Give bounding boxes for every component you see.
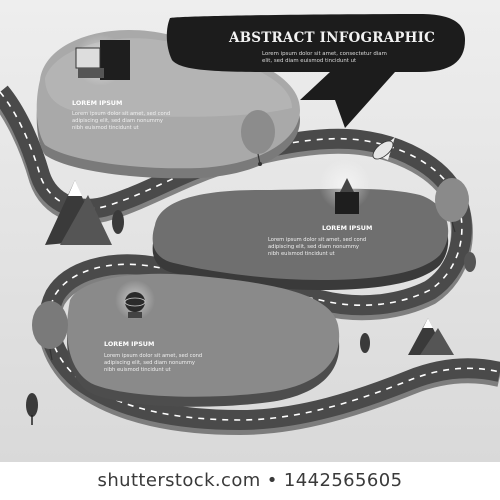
tree-bottom-left — [26, 393, 38, 425]
step-2-line-3: nibh euismod tincidunt ut — [268, 251, 335, 257]
step-2-label: LOREM IPSUM — [322, 224, 373, 232]
map-pin-3 — [32, 301, 68, 361]
step-1-label: LOREM IPSUM — [72, 99, 123, 107]
subtitle-line-2: elit, sed diam euismod tincidunt ut — [262, 58, 357, 64]
platform-2 — [152, 188, 449, 290]
step-1-line-3: nibh euismod tincidunt ut — [72, 125, 139, 131]
computer-monitor-icon — [74, 34, 130, 86]
step-2-line-2: adipiscing elit, sed diam nonummy — [268, 244, 359, 250]
watermark-text: shutterstock.com • 1442565605 — [97, 470, 403, 491]
step-3-line-3: nibh euismod tincidunt ut — [104, 367, 171, 373]
infographic-art — [0, 0, 500, 462]
map-pin-1 — [241, 110, 275, 166]
rocket-icon — [319, 137, 395, 214]
watermark-bar: shutterstock.com • 1442565605 — [0, 462, 500, 500]
page-title: ABSTRACT INFOGRAPHIC — [229, 30, 436, 46]
step-3-line-1: Lorem ipsum dolor sit amet, sed cond — [104, 353, 203, 359]
mountain-left — [45, 180, 124, 245]
step-1-line-2: adipiscing elit, sed diam nonummy — [72, 118, 163, 124]
step-3-label: LOREM IPSUM — [104, 340, 155, 348]
road-dashes — [0, 91, 500, 421]
road — [0, 85, 500, 436]
step-1-line-1: Lorem ipsum dolor sit amet, sed cond — [72, 111, 171, 117]
step-3-line-2: adipiscing elit, sed diam nonummy — [104, 360, 195, 366]
step-2-line-1: Lorem ipsum dolor sit amet, sed cond — [268, 237, 367, 243]
title-banner — [166, 14, 465, 128]
map-pin-2 — [435, 178, 469, 233]
subtitle-line-1: Lorem ipsum dolor sit amet, consectetur … — [262, 51, 387, 57]
globe-icon — [115, 280, 155, 320]
banner-pointer — [300, 72, 395, 128]
mountain-right — [360, 252, 476, 355]
